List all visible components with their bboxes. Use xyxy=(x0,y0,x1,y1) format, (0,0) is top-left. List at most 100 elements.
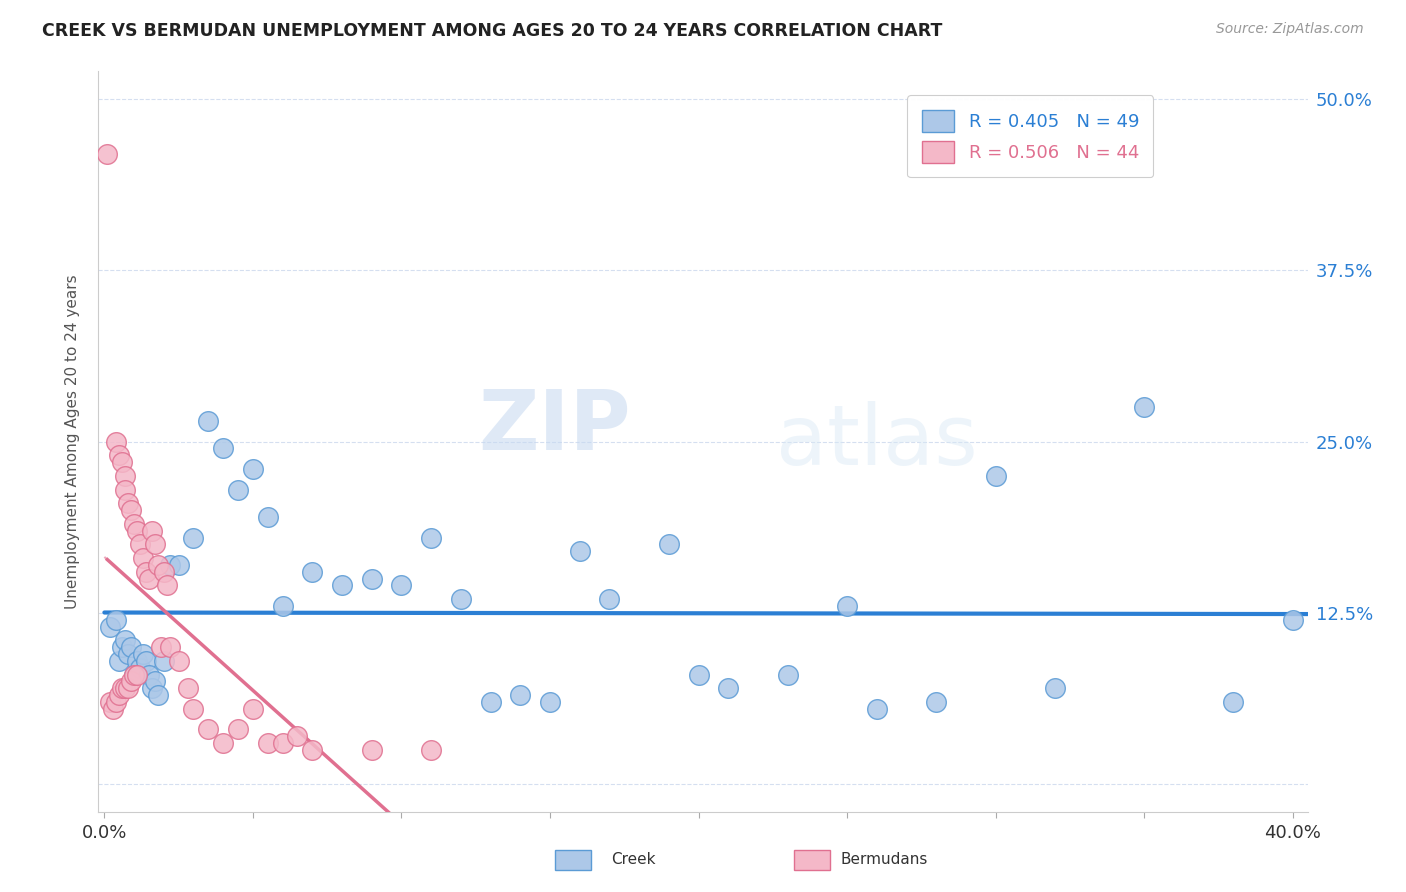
Text: Creek: Creek xyxy=(612,853,657,867)
Point xyxy=(103,702,125,716)
Point xyxy=(925,695,948,709)
Point xyxy=(509,688,531,702)
Legend: R = 0.405   N = 49, R = 0.506   N = 44: R = 0.405 N = 49, R = 0.506 N = 44 xyxy=(907,95,1153,178)
Point xyxy=(212,442,235,456)
Point xyxy=(105,434,128,449)
Point xyxy=(122,667,145,681)
Point xyxy=(114,633,136,648)
Point xyxy=(301,565,323,579)
Point xyxy=(143,537,166,551)
Point xyxy=(1281,613,1303,627)
Text: Bermudans: Bermudans xyxy=(841,853,928,867)
Point xyxy=(152,565,174,579)
Point xyxy=(360,743,382,757)
Point xyxy=(866,702,889,716)
Point xyxy=(146,688,169,702)
Point xyxy=(108,688,131,702)
Point xyxy=(98,619,121,633)
Point xyxy=(125,654,148,668)
Point xyxy=(301,743,323,757)
Point xyxy=(271,736,294,750)
Point xyxy=(125,667,148,681)
Point xyxy=(120,674,142,689)
Point xyxy=(197,414,219,428)
Point xyxy=(538,695,561,709)
Point xyxy=(108,654,131,668)
Point xyxy=(159,558,181,572)
Point xyxy=(125,524,148,538)
Point xyxy=(98,695,121,709)
Point xyxy=(114,468,136,483)
Point xyxy=(108,448,131,462)
Point xyxy=(132,551,155,566)
Point xyxy=(287,729,309,743)
Point xyxy=(96,146,118,161)
Point xyxy=(568,544,591,558)
Point xyxy=(984,468,1007,483)
Point xyxy=(105,613,128,627)
Point xyxy=(146,558,169,572)
Point xyxy=(479,695,502,709)
Point xyxy=(167,558,190,572)
Point xyxy=(1222,695,1244,709)
Point xyxy=(149,640,172,655)
Point xyxy=(183,531,205,545)
Point xyxy=(141,681,163,696)
Point xyxy=(152,654,174,668)
Point xyxy=(242,462,264,476)
Point xyxy=(242,702,264,716)
Point xyxy=(117,681,139,696)
Point xyxy=(226,483,249,497)
Point xyxy=(167,654,190,668)
Point xyxy=(658,537,681,551)
Point xyxy=(450,592,472,607)
Point xyxy=(111,640,134,655)
Point xyxy=(156,578,179,592)
Point xyxy=(688,667,710,681)
Point xyxy=(138,572,160,586)
Text: CREEK VS BERMUDAN UNEMPLOYMENT AMONG AGES 20 TO 24 YEARS CORRELATION CHART: CREEK VS BERMUDAN UNEMPLOYMENT AMONG AGE… xyxy=(42,22,942,40)
Point xyxy=(141,524,163,538)
Point xyxy=(256,736,278,750)
Point xyxy=(117,647,139,661)
Point xyxy=(360,572,382,586)
Point xyxy=(183,702,205,716)
Point xyxy=(835,599,858,613)
Point xyxy=(138,667,160,681)
Point xyxy=(111,681,134,696)
Point xyxy=(256,510,278,524)
Point xyxy=(271,599,294,613)
Point xyxy=(391,578,413,592)
Point xyxy=(197,723,219,737)
Point xyxy=(420,743,443,757)
Text: ZIP: ZIP xyxy=(478,386,630,467)
Text: Source: ZipAtlas.com: Source: ZipAtlas.com xyxy=(1216,22,1364,37)
Point xyxy=(114,681,136,696)
Point xyxy=(1043,681,1066,696)
Point xyxy=(122,516,145,531)
Point xyxy=(132,647,155,661)
Point xyxy=(330,578,353,592)
Point xyxy=(105,695,128,709)
Y-axis label: Unemployment Among Ages 20 to 24 years: Unemployment Among Ages 20 to 24 years xyxy=(65,274,80,609)
Point xyxy=(143,674,166,689)
Point xyxy=(135,565,157,579)
Point xyxy=(129,537,152,551)
Point xyxy=(111,455,134,469)
Point xyxy=(129,661,152,675)
Point xyxy=(120,503,142,517)
Point xyxy=(135,654,157,668)
Point xyxy=(1133,401,1156,415)
Point xyxy=(176,681,198,696)
Point xyxy=(159,640,181,655)
Point xyxy=(717,681,740,696)
Point xyxy=(117,496,139,510)
Point xyxy=(226,723,249,737)
Point xyxy=(776,667,799,681)
Point xyxy=(420,531,443,545)
Point xyxy=(598,592,620,607)
Point xyxy=(114,483,136,497)
Text: atlas: atlas xyxy=(776,401,977,482)
Point xyxy=(120,640,142,655)
Point xyxy=(122,667,145,681)
